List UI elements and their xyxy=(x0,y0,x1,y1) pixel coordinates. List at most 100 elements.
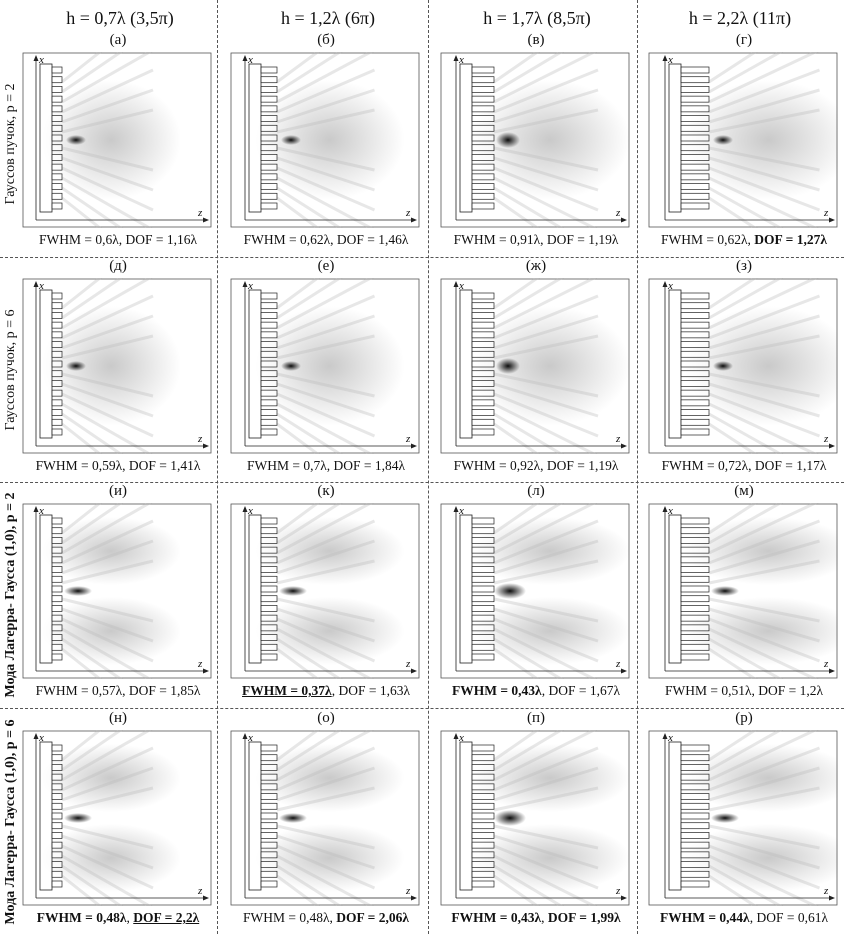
figure-panel: (з) x z FWHM = 0,72λ, DOF = 1,17λ xyxy=(638,258,844,490)
panel-letter: (н) xyxy=(108,710,128,726)
panel-letter: (д) xyxy=(109,258,127,274)
x-axis-label: x xyxy=(38,54,44,66)
diffraction-field xyxy=(683,730,838,906)
x-axis-label: x xyxy=(667,505,673,517)
panel-caption: FWHM = 0,92λ, DOF = 1,19λ xyxy=(453,458,619,473)
column-header-1: h = 0,7λ (3,5π) xyxy=(66,8,174,28)
fwhm-value: FWHM = 0,48λ xyxy=(243,910,330,925)
diffraction-field xyxy=(470,730,630,906)
grating-ridges xyxy=(51,292,63,436)
diffraction-field xyxy=(470,278,630,454)
panel-caption: FWHM = 0,44λ, DOF = 0,61λ xyxy=(660,910,828,925)
row-divider xyxy=(0,708,844,709)
substrate-plate xyxy=(459,514,473,664)
substrate-plate xyxy=(248,289,262,439)
fwhm-value: FWHM = 0,43λ xyxy=(451,910,542,925)
focal-spot xyxy=(66,135,86,145)
grating-ridges xyxy=(260,517,278,661)
z-axis-label: z xyxy=(823,885,829,897)
field-intensity-map: xz xyxy=(648,730,838,906)
diffraction-field xyxy=(683,52,838,228)
diffraction-field xyxy=(41,52,181,228)
panel-letter: (п) xyxy=(526,710,546,726)
diffraction-field xyxy=(41,278,181,454)
panel-caption: FWHM = 0,59λ, DOF = 1,41λ xyxy=(35,458,201,473)
panel-letter: (а) xyxy=(109,32,127,48)
focal-spot xyxy=(496,358,520,374)
grating-ridges xyxy=(260,292,278,436)
grating-ridges xyxy=(471,66,495,210)
substrate-plate xyxy=(668,741,682,891)
focal-spot xyxy=(279,813,307,823)
focal-spot xyxy=(281,361,301,371)
substrate-plate xyxy=(39,514,53,664)
substrate-plate xyxy=(459,63,473,213)
figure-panel: (б) x z FWHM = 0,62λ, DOF = 1,46λ xyxy=(220,32,432,264)
figure-panel: (д) x z FWHM = 0,59λ, DOF = 1,41λ xyxy=(12,258,224,490)
figure-panel: (л) x z FWHM = 0,43λ, DOF = 1,67λ xyxy=(430,483,642,715)
diffraction-field xyxy=(254,730,405,906)
z-axis-label: z xyxy=(823,658,829,670)
fwhm-value: FWHM = 0,44λ xyxy=(660,910,750,925)
x-axis-label: x xyxy=(247,732,253,744)
fwhm-value: FWHM = 0,51λ xyxy=(664,683,752,698)
diffraction-field xyxy=(683,503,838,679)
diffraction-field xyxy=(470,503,630,679)
panel-letter: (о) xyxy=(317,710,335,726)
field-intensity-map: xz xyxy=(22,52,212,228)
panel-caption: FWHM = 0,62λ, DOF = 1,27λ xyxy=(661,232,827,247)
z-axis-label: z xyxy=(405,433,411,445)
substrate-plate xyxy=(248,741,262,891)
dof-value: DOF = 0,61λ xyxy=(756,910,828,925)
dof-value: DOF = 1,84λ xyxy=(333,458,406,473)
dof-value: DOF = 1,63λ xyxy=(338,683,410,698)
figure-panel: (е) x z FWHM = 0,7λ, DOF = 1,84λ xyxy=(220,258,432,490)
dof-value: DOF = 1,27λ xyxy=(754,232,827,247)
figure-panel: (н) x z FWHM = 0,48λ, DOF = 2,2λ xyxy=(12,710,224,942)
x-axis-label: x xyxy=(667,280,673,292)
x-axis-label: x xyxy=(667,732,673,744)
focal-spot xyxy=(64,813,92,823)
focal-spot xyxy=(66,361,86,371)
substrate-plate xyxy=(459,289,473,439)
dof-value: DOF = 1,85λ xyxy=(128,683,201,698)
z-axis-label: z xyxy=(405,885,411,897)
focal-spot xyxy=(281,135,301,145)
focal-spot xyxy=(494,810,526,826)
z-axis-label: z xyxy=(197,658,203,670)
substrate-plate xyxy=(39,741,53,891)
dof-value: DOF = 1,67λ xyxy=(548,683,620,698)
panel-letter: (в) xyxy=(527,32,545,48)
figure-panel: (м) x z FWHM = 0,51λ, DOF = 1,2λ xyxy=(638,483,844,715)
dof-value: DOF = 1,46λ xyxy=(336,232,409,247)
substrate-plate xyxy=(39,63,53,213)
dof-value: DOF = 1,19λ xyxy=(546,232,619,247)
panel-caption: FWHM = 0,72λ, DOF = 1,17λ xyxy=(661,458,827,473)
row-divider xyxy=(0,482,844,483)
focal-spot xyxy=(279,586,307,596)
diffraction-field xyxy=(41,730,181,906)
figure-panel: (и) x z FWHM = 0,57λ, DOF = 1,85λ xyxy=(12,483,224,715)
fwhm-value: FWHM = 0,37λ xyxy=(242,683,332,698)
panel-letter: (к) xyxy=(317,483,335,499)
grating-ridges xyxy=(260,66,278,210)
z-axis-label: z xyxy=(405,658,411,670)
focal-spot xyxy=(713,135,733,145)
panel-caption: FWHM = 0,37λ, DOF = 1,63λ xyxy=(242,683,410,698)
x-axis-label: x xyxy=(247,505,253,517)
figure-panel: (г) x z FWHM = 0,62λ, DOF = 1,27λ xyxy=(638,32,844,264)
substrate-plate xyxy=(668,514,682,664)
figure-panel: (п) x z FWHM = 0,43λ, DOF = 1,99λ xyxy=(430,710,642,942)
z-axis-label: z xyxy=(197,885,203,897)
panel-caption: FWHM = 0,51λ, DOF = 1,2λ xyxy=(664,683,824,698)
grating-ridges xyxy=(680,517,710,661)
panel-letter: (и) xyxy=(108,483,128,499)
x-axis-label: x xyxy=(458,280,464,292)
focal-spot xyxy=(496,132,520,148)
field-intensity-map: xz xyxy=(22,278,212,454)
substrate-plate xyxy=(248,514,262,664)
x-axis-label: x xyxy=(38,280,44,292)
field-intensity-map: xz xyxy=(230,278,420,454)
panel-caption: FWHM = 0,48λ, DOF = 2,06λ xyxy=(243,910,409,925)
field-intensity-map: xz xyxy=(22,503,212,679)
